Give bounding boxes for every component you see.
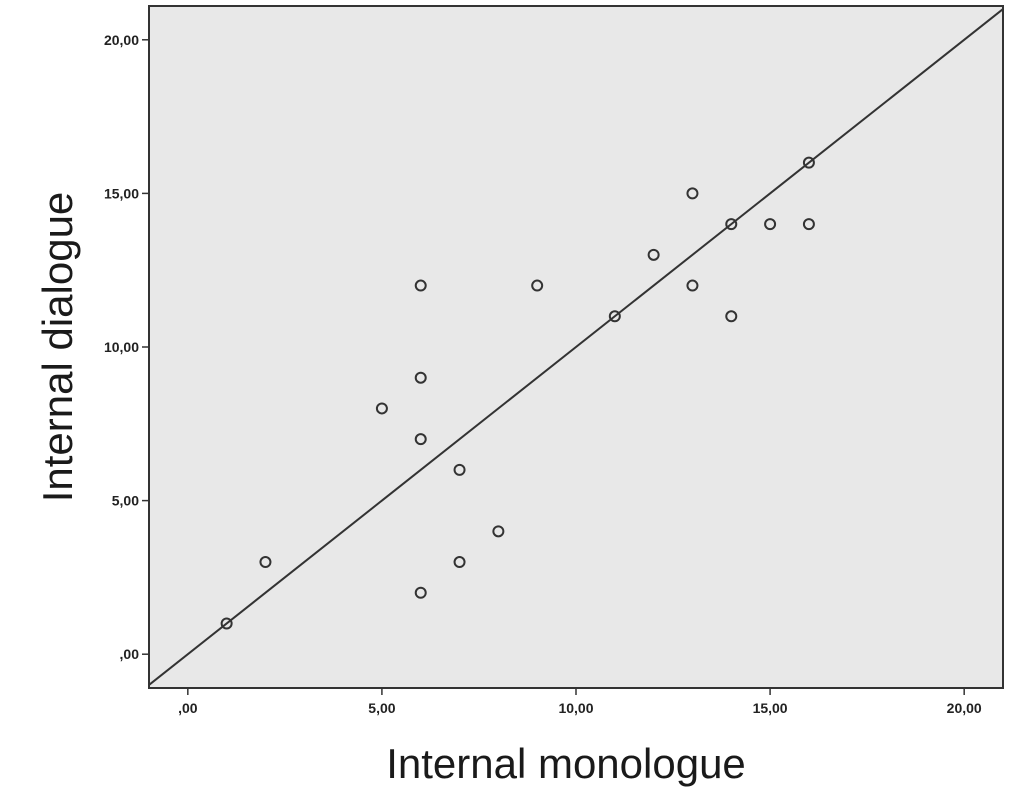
y-axis: ,00 5,00 10,00 15,00 20,00 [104,32,149,662]
data-point [453,556,466,569]
data-point [414,433,427,446]
data-point [608,310,621,323]
data-point [259,556,272,569]
data-point [414,279,427,292]
data-point [453,463,466,476]
data-point [686,279,699,292]
data-points [220,156,815,630]
data-point [220,617,233,630]
y-tick-label: 20,00 [104,32,139,48]
y-tick-label: ,00 [120,646,140,662]
data-point [725,310,738,323]
x-tick-label: 10,00 [558,700,593,716]
data-point [802,218,815,231]
data-point [492,525,505,538]
data-point [414,371,427,384]
data-point [414,586,427,599]
x-tick-label: ,00 [178,700,198,716]
reference-line [148,8,1004,686]
x-tick-label: 5,00 [368,700,395,716]
y-axis-title: Internal dialogue [34,192,81,503]
x-axis-title: Internal monologue [386,740,746,787]
y-tick-label: 15,00 [104,185,139,201]
data-point [647,248,660,261]
data-point [725,218,738,231]
data-point [531,279,544,292]
reference-line-layer [148,8,1004,686]
data-point [375,402,388,415]
x-tick-label: 20,00 [947,700,982,716]
y-tick-label: 10,00 [104,339,139,355]
data-point [686,187,699,200]
data-point [764,218,777,231]
y-tick-label: 5,00 [112,493,139,509]
data-point [802,156,815,169]
x-axis: ,00 5,00 10,00 15,00 20,00 [178,688,982,716]
x-tick-label: 15,00 [753,700,788,716]
